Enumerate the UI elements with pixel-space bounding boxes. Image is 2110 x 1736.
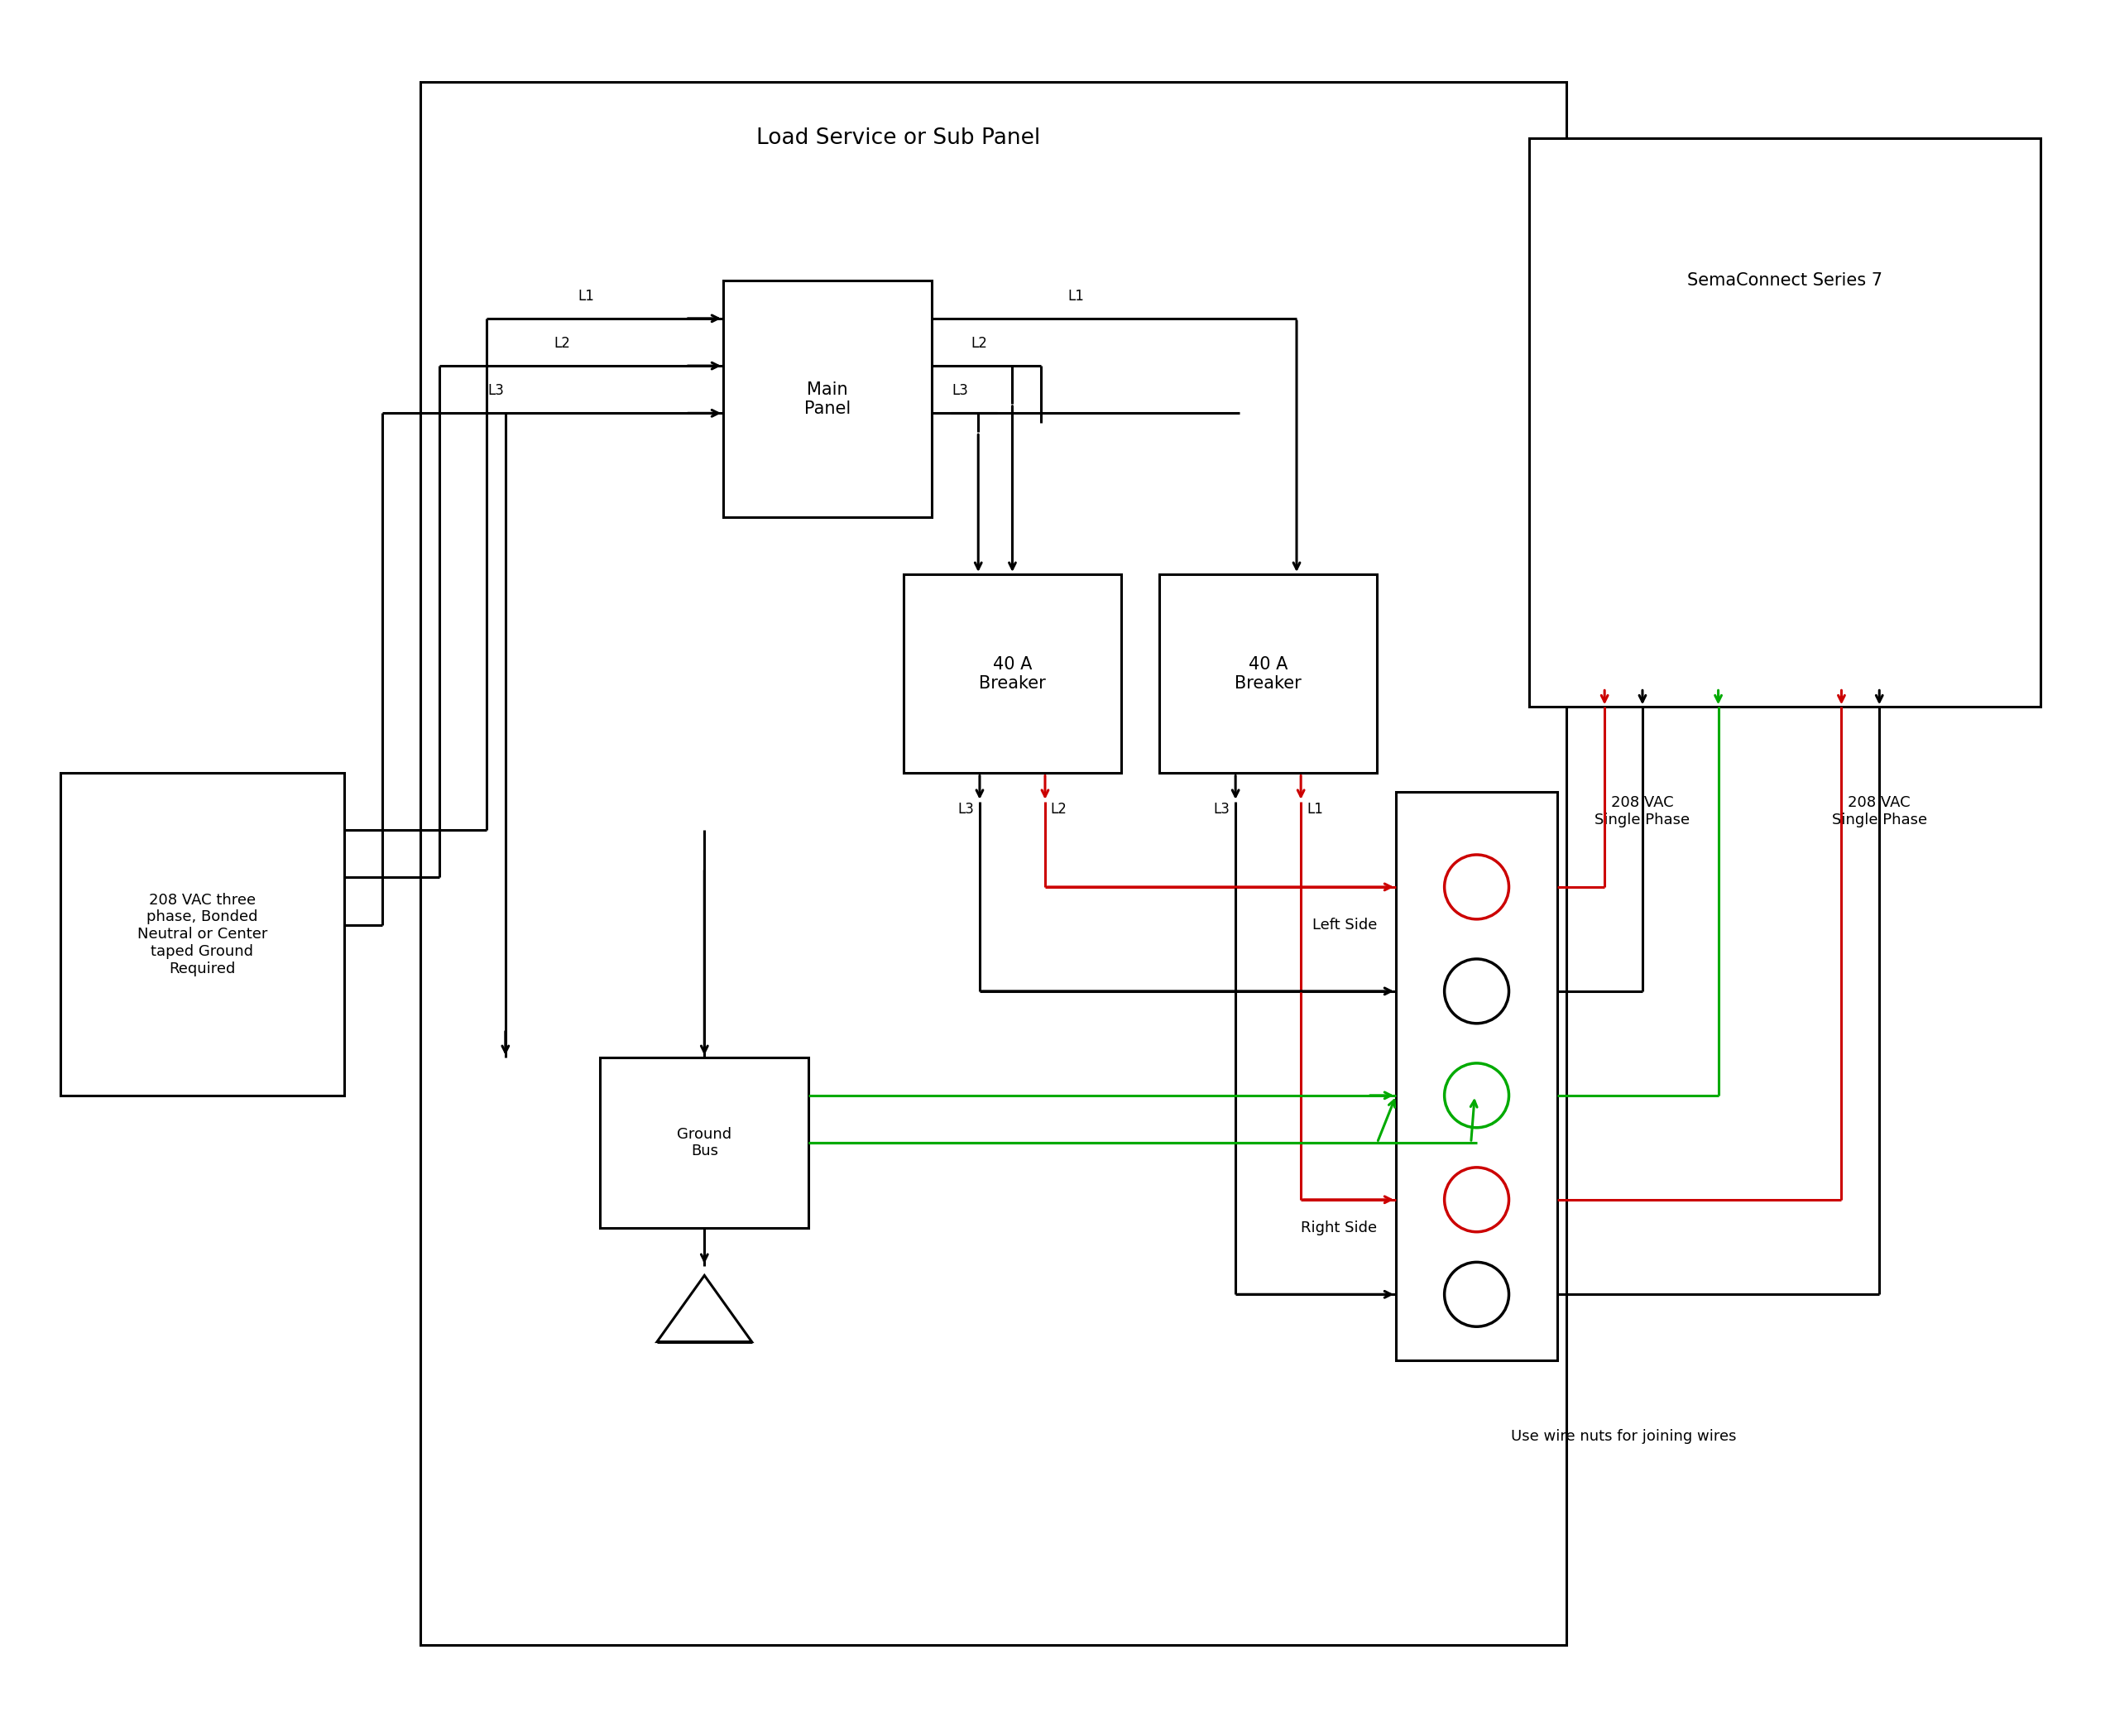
Text: Main
Panel: Main Panel — [804, 382, 850, 417]
Circle shape — [1445, 1167, 1509, 1233]
Circle shape — [1445, 1062, 1509, 1128]
Bar — [724, 281, 933, 517]
Bar — [420, 82, 1566, 1646]
Text: Load Service or Sub Panel: Load Service or Sub Panel — [757, 128, 1040, 149]
Text: L1: L1 — [1068, 288, 1085, 304]
Circle shape — [1445, 958, 1509, 1024]
Text: L3: L3 — [1213, 802, 1230, 816]
Bar — [903, 575, 1120, 773]
Text: 208 VAC
Single Phase: 208 VAC Single Phase — [1595, 795, 1690, 826]
Text: Right Side: Right Side — [1302, 1220, 1378, 1236]
Bar — [1158, 575, 1378, 773]
Bar — [599, 1057, 808, 1227]
Text: L1: L1 — [1306, 802, 1323, 816]
Text: L2: L2 — [971, 335, 987, 351]
Text: Ground
Bus: Ground Bus — [677, 1127, 732, 1160]
Bar — [59, 773, 344, 1095]
Text: 40 A
Breaker: 40 A Breaker — [979, 656, 1047, 691]
Text: L3: L3 — [952, 384, 968, 398]
Circle shape — [1445, 1262, 1509, 1326]
Text: SemaConnect Series 7: SemaConnect Series 7 — [1688, 273, 1882, 288]
Text: L1: L1 — [578, 288, 595, 304]
Text: L3: L3 — [958, 802, 975, 816]
Bar — [1397, 792, 1557, 1361]
Text: Use wire nuts for joining wires: Use wire nuts for joining wires — [1511, 1429, 1737, 1444]
Circle shape — [1445, 854, 1509, 918]
Text: L2: L2 — [555, 335, 570, 351]
Bar — [1530, 139, 2040, 707]
Text: L2: L2 — [1051, 802, 1068, 816]
Text: 208 VAC
Single Phase: 208 VAC Single Phase — [1831, 795, 1926, 826]
Text: L3: L3 — [487, 384, 504, 398]
Text: 40 A
Breaker: 40 A Breaker — [1234, 656, 1302, 691]
Text: 208 VAC three
phase, Bonded
Neutral or Center
taped Ground
Required: 208 VAC three phase, Bonded Neutral or C… — [137, 892, 268, 976]
Text: Left Side: Left Side — [1312, 917, 1378, 932]
